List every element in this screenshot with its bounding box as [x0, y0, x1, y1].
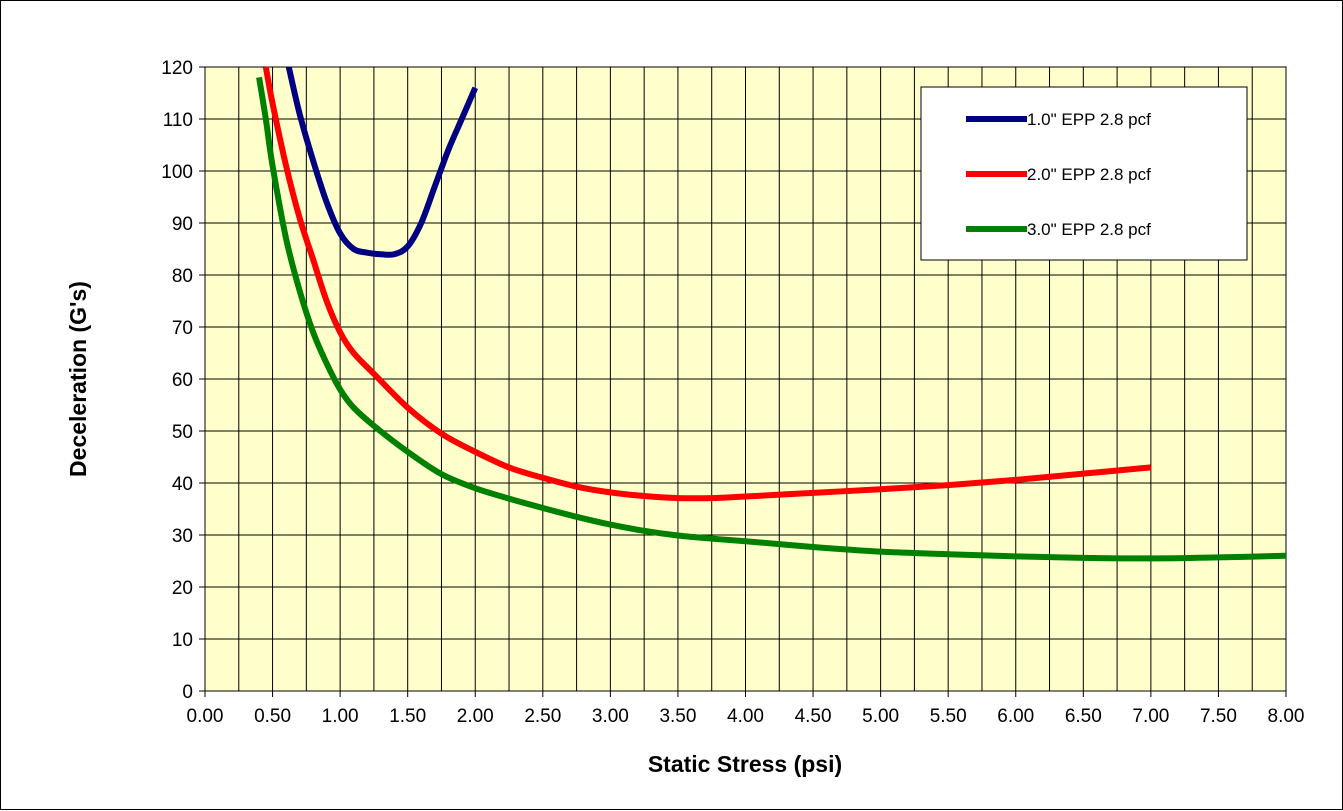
y-axis-title: Deceleration (G's) — [65, 281, 91, 477]
legend-items: 1.0" EPP 2.8 pcf 2.0" EPP 2.8 pcf 3.0" EPP… — [966, 110, 1151, 239]
y-tick-label: 60 — [172, 370, 193, 391]
y-tick-label: 70 — [172, 318, 193, 339]
y-tick-label: 50 — [172, 422, 193, 443]
x-tick-label: 2.50 — [524, 706, 561, 727]
x-tick-label: 6.00 — [997, 706, 1034, 727]
axes — [199, 66, 1287, 697]
x-tick-label: 7.00 — [1132, 706, 1169, 727]
y-tick-label: 40 — [172, 474, 193, 495]
series-line-1 — [285, 66, 479, 258]
y-tick-label: 110 — [163, 110, 193, 131]
x-tick-label: 5.00 — [862, 706, 899, 727]
y-tick-label: 10 — [172, 630, 193, 651]
x-tick-label: 4.50 — [795, 706, 832, 727]
grid-lines — [205, 67, 1286, 691]
y-tick-label: 0 — [182, 682, 193, 703]
series-lines — [256, 66, 1287, 562]
y-tick-label: 20 — [172, 578, 193, 599]
x-tick-label: 0.00 — [187, 706, 224, 727]
legend-label-1: 1.0" EPP 2.8 pcf — [1027, 110, 1151, 129]
x-tick-label: 3.50 — [659, 706, 696, 727]
legend-label-3: 3.0" EPP 2.8 pcf — [1027, 220, 1151, 239]
y-tick-label: 90 — [172, 214, 193, 235]
x-tick-label: 5.50 — [930, 706, 967, 727]
series-line-3 — [256, 76, 1287, 562]
legend-label-2: 2.0" EPP 2.8 pcf — [1027, 165, 1151, 184]
x-tick-label: 6.50 — [1065, 706, 1102, 727]
series-line-2 — [262, 66, 1152, 502]
tick-labels: 0 10 20 30 40 50 60 70 80 90 100 110 120 0.00 0.50 1.00… — [161, 58, 1304, 727]
x-tick-label: 3.00 — [592, 706, 629, 727]
x-tick-label: 7.50 — [1200, 706, 1237, 727]
x-tick-label: 2.00 — [457, 706, 494, 727]
y-tick-label: 80 — [172, 266, 193, 287]
y-tick-label: 120 — [161, 58, 193, 79]
x-tick-label: 0.50 — [254, 706, 291, 727]
x-tick-label: 4.00 — [727, 706, 764, 727]
x-tick-label: 1.50 — [389, 706, 426, 727]
y-tick-label: 100 — [161, 162, 193, 183]
x-tick-label: 8.00 — [1268, 706, 1305, 727]
y-tick-label: 30 — [172, 526, 193, 547]
legend: 1.0" EPP 2.8 pcf 2.0" EPP 2.8 pcf 3.0" EPP… — [920, 86, 1248, 261]
x-tick-label: 1.00 — [322, 706, 359, 727]
x-axis-title: Static Stress (psi) — [648, 751, 842, 777]
